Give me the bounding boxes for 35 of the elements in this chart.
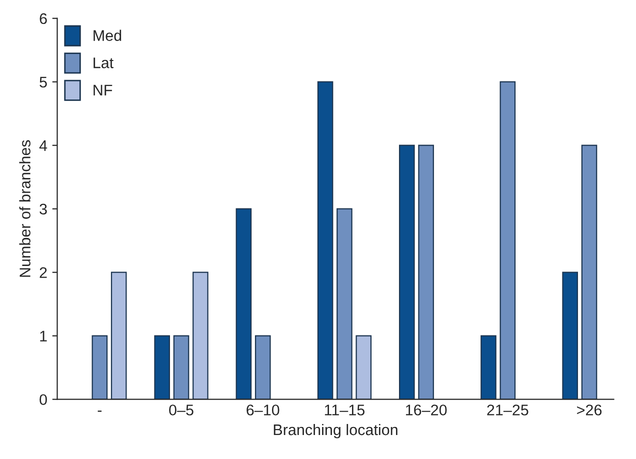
bar — [317, 81, 334, 400]
bar — [500, 81, 516, 400]
y-tick-label: 3 — [40, 204, 47, 215]
bar — [92, 335, 108, 400]
y-tick-label: 4 — [39, 140, 48, 151]
bar — [254, 335, 271, 400]
x-tick-label: 21–25 — [487, 404, 528, 416]
bar — [418, 144, 434, 400]
bar — [356, 335, 372, 400]
legend-label: NF — [94, 84, 112, 96]
y-axis-title: Number of branches — [19, 140, 30, 277]
x-tick-label: 16–20 — [406, 404, 447, 416]
x-axis-title: Branching location — [274, 424, 398, 438]
x-tick-label: >26 — [577, 404, 602, 416]
legend-label: Med — [94, 30, 122, 41]
y-tick-label: 2 — [40, 267, 47, 278]
x-tick-label: 0–5 — [169, 404, 194, 416]
bar — [336, 208, 352, 400]
bar — [154, 335, 170, 400]
y-tick-label: 6 — [40, 13, 47, 24]
y-tick-label: 1 — [40, 330, 47, 342]
legend-label: Lat — [94, 58, 114, 68]
y-tick-label: 0 — [40, 394, 47, 406]
y-tick-label: 5 — [40, 76, 47, 88]
bar — [236, 208, 252, 400]
bar — [480, 335, 496, 400]
x-tick-label: 11–15 — [324, 404, 365, 416]
x-tick-label: 6–10 — [246, 404, 280, 416]
bar — [192, 272, 208, 400]
x-tick-label: - — [98, 410, 102, 412]
bar — [562, 272, 578, 400]
bar — [581, 144, 598, 400]
bar — [173, 335, 190, 400]
bar — [398, 144, 415, 400]
bar — [110, 272, 127, 400]
